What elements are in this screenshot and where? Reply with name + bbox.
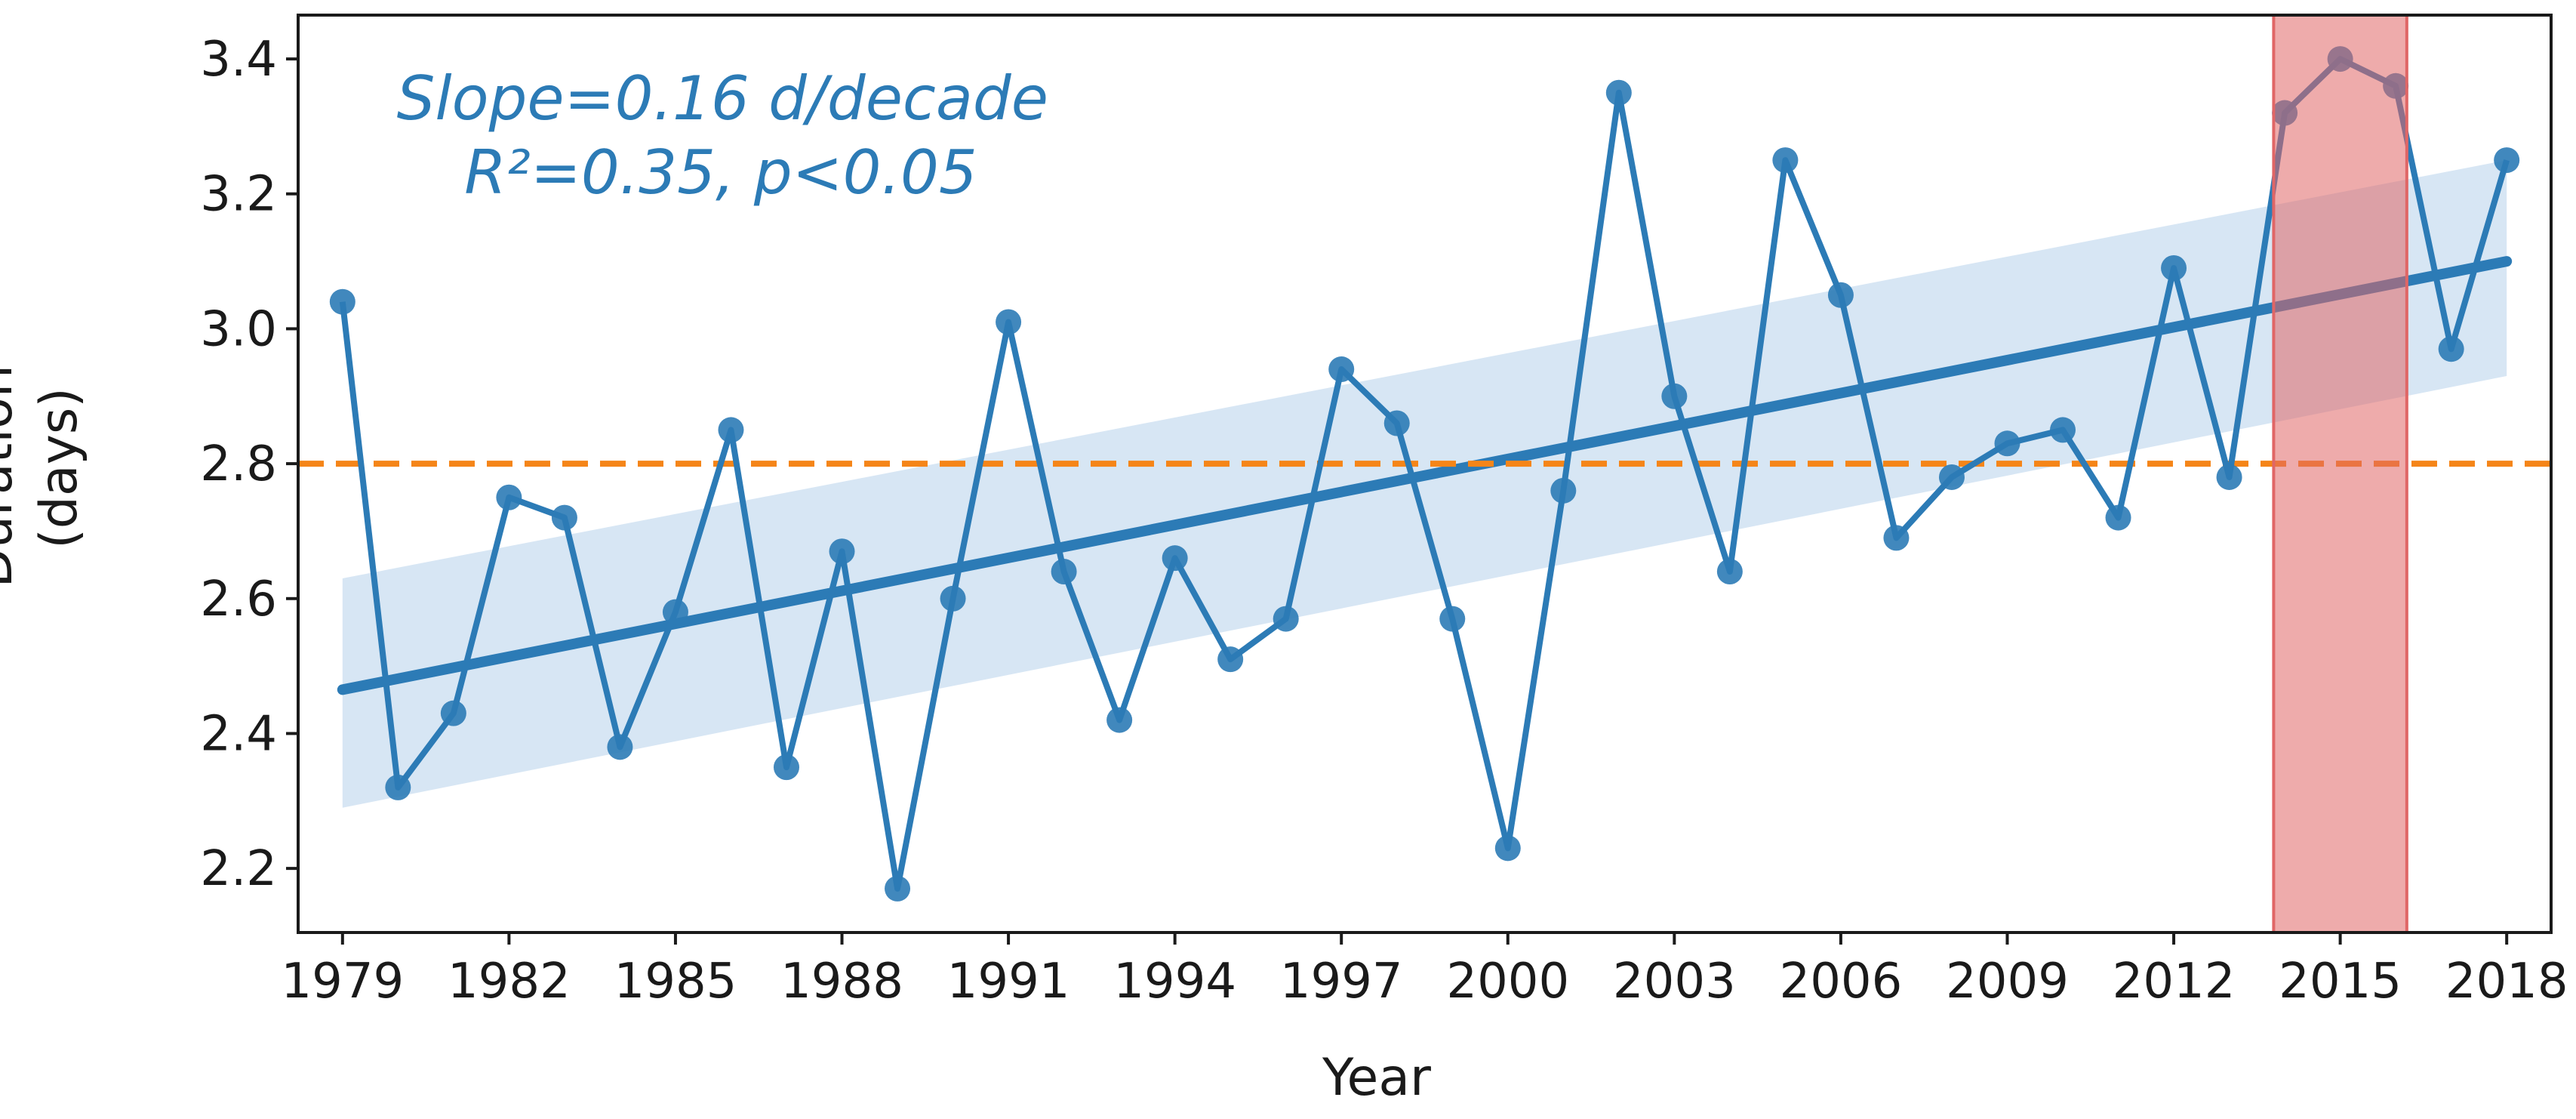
- stats-annotation: Slope=0.16 d/decade R²=0.35, p<0.05: [397, 63, 1068, 208]
- annotation-slope: Slope=0.16 d/decade: [397, 63, 1048, 134]
- y-tick-label-2.6: 2.6: [200, 572, 277, 627]
- x-tick-label-1979: 1979: [281, 954, 404, 1010]
- x-tick-label-1985: 1985: [614, 954, 737, 1010]
- data-point-2018: [2494, 147, 2520, 174]
- data-point-1998: [1383, 410, 1410, 436]
- trend-line: [337, 256, 2513, 695]
- data-point-2003: [1661, 383, 1688, 409]
- data-point-2011: [2105, 504, 2131, 531]
- data-point-1983: [551, 504, 577, 531]
- data-point-1982: [496, 484, 522, 510]
- x-axis-label: Year: [1322, 1048, 1431, 1108]
- data-point-2006: [1827, 282, 1854, 308]
- data-point-2005: [1772, 147, 1799, 174]
- x-tick-label-1982: 1982: [448, 954, 571, 1010]
- confidence-band: [342, 160, 2507, 808]
- y-tick-label-3.4: 3.4: [200, 32, 277, 88]
- x-tick-label-2009: 2009: [1946, 954, 2069, 1010]
- data-point-2007: [1883, 525, 1910, 551]
- y-tick-label-2.4: 2.4: [200, 706, 277, 762]
- y-tick-label-3.0: 3.0: [200, 301, 277, 357]
- duration-series-line: [339, 56, 2510, 892]
- y-tick-label-2.8: 2.8: [200, 436, 277, 492]
- plot-area: [298, 14, 2551, 934]
- x-tick-label-1994: 1994: [1113, 954, 1236, 1010]
- y-tick-label-3.2: 3.2: [200, 167, 277, 223]
- data-point-2004: [1716, 559, 1743, 585]
- data-point-1980: [385, 774, 411, 800]
- data-point-2017: [2438, 336, 2464, 362]
- x-tick-label-2006: 2006: [1779, 954, 1902, 1010]
- data-point-1994: [1162, 545, 1188, 572]
- y-tick-label-2.2: 2.2: [200, 841, 277, 897]
- x-tick-label-2018: 2018: [2445, 954, 2568, 1010]
- x-tick-label-2015: 2015: [2279, 954, 2402, 1010]
- y-axis-label-line-1: Duration: [0, 365, 24, 587]
- data-point-1990: [940, 585, 966, 612]
- y-axis-label: Duration (days): [0, 349, 89, 588]
- data-point-1989: [885, 875, 911, 902]
- data-point-2012: [2161, 255, 2187, 282]
- data-point-1987: [773, 754, 799, 781]
- plot-frame: [297, 14, 2553, 934]
- x-tick-label-1988: 1988: [780, 954, 903, 1010]
- x-tick-label-2003: 2003: [1613, 954, 1736, 1010]
- data-point-1979: [329, 288, 355, 315]
- data-point-1986: [718, 417, 744, 443]
- data-point-1991: [996, 309, 1022, 335]
- chart-text: Year Duration (days) Slope=0.16 d/decade…: [0, 63, 1431, 1108]
- data-point-1984: [607, 734, 633, 760]
- data-point-2001: [1550, 477, 1577, 504]
- data-point-1995: [1217, 646, 1244, 673]
- data-point-2013: [2216, 464, 2242, 490]
- data-point-1988: [829, 538, 855, 565]
- data-point-1992: [1051, 559, 1077, 585]
- x-tick-label-1997: 1997: [1280, 954, 1403, 1010]
- annotation-r2: R²=0.35, p<0.05: [464, 137, 977, 208]
- data-point-2009: [1994, 430, 2020, 457]
- data-point-1993: [1106, 707, 1133, 733]
- data-point-2010: [2050, 417, 2076, 443]
- data-point-1981: [440, 700, 466, 726]
- x-tick-label-2000: 2000: [1446, 954, 1569, 1010]
- data-point-1996: [1273, 606, 1299, 632]
- data-point-1985: [662, 599, 688, 625]
- data-point-1997: [1328, 356, 1355, 383]
- highlight-span: [2272, 14, 2408, 934]
- data-point-2008: [1938, 464, 1965, 490]
- data-point-2002: [1605, 79, 1632, 106]
- y-axis-label-line-2: (days): [29, 387, 89, 549]
- x-tick-label-1991: 1991: [947, 954, 1070, 1010]
- data-point-2000: [1494, 835, 1521, 862]
- axes: 1979 1982 1985 1988 1991 1994 1997 2000 2003 2006…: [200, 14, 2568, 1010]
- x-tick-label-2012: 2012: [2113, 954, 2236, 1010]
- data-point-1999: [1439, 606, 1466, 632]
